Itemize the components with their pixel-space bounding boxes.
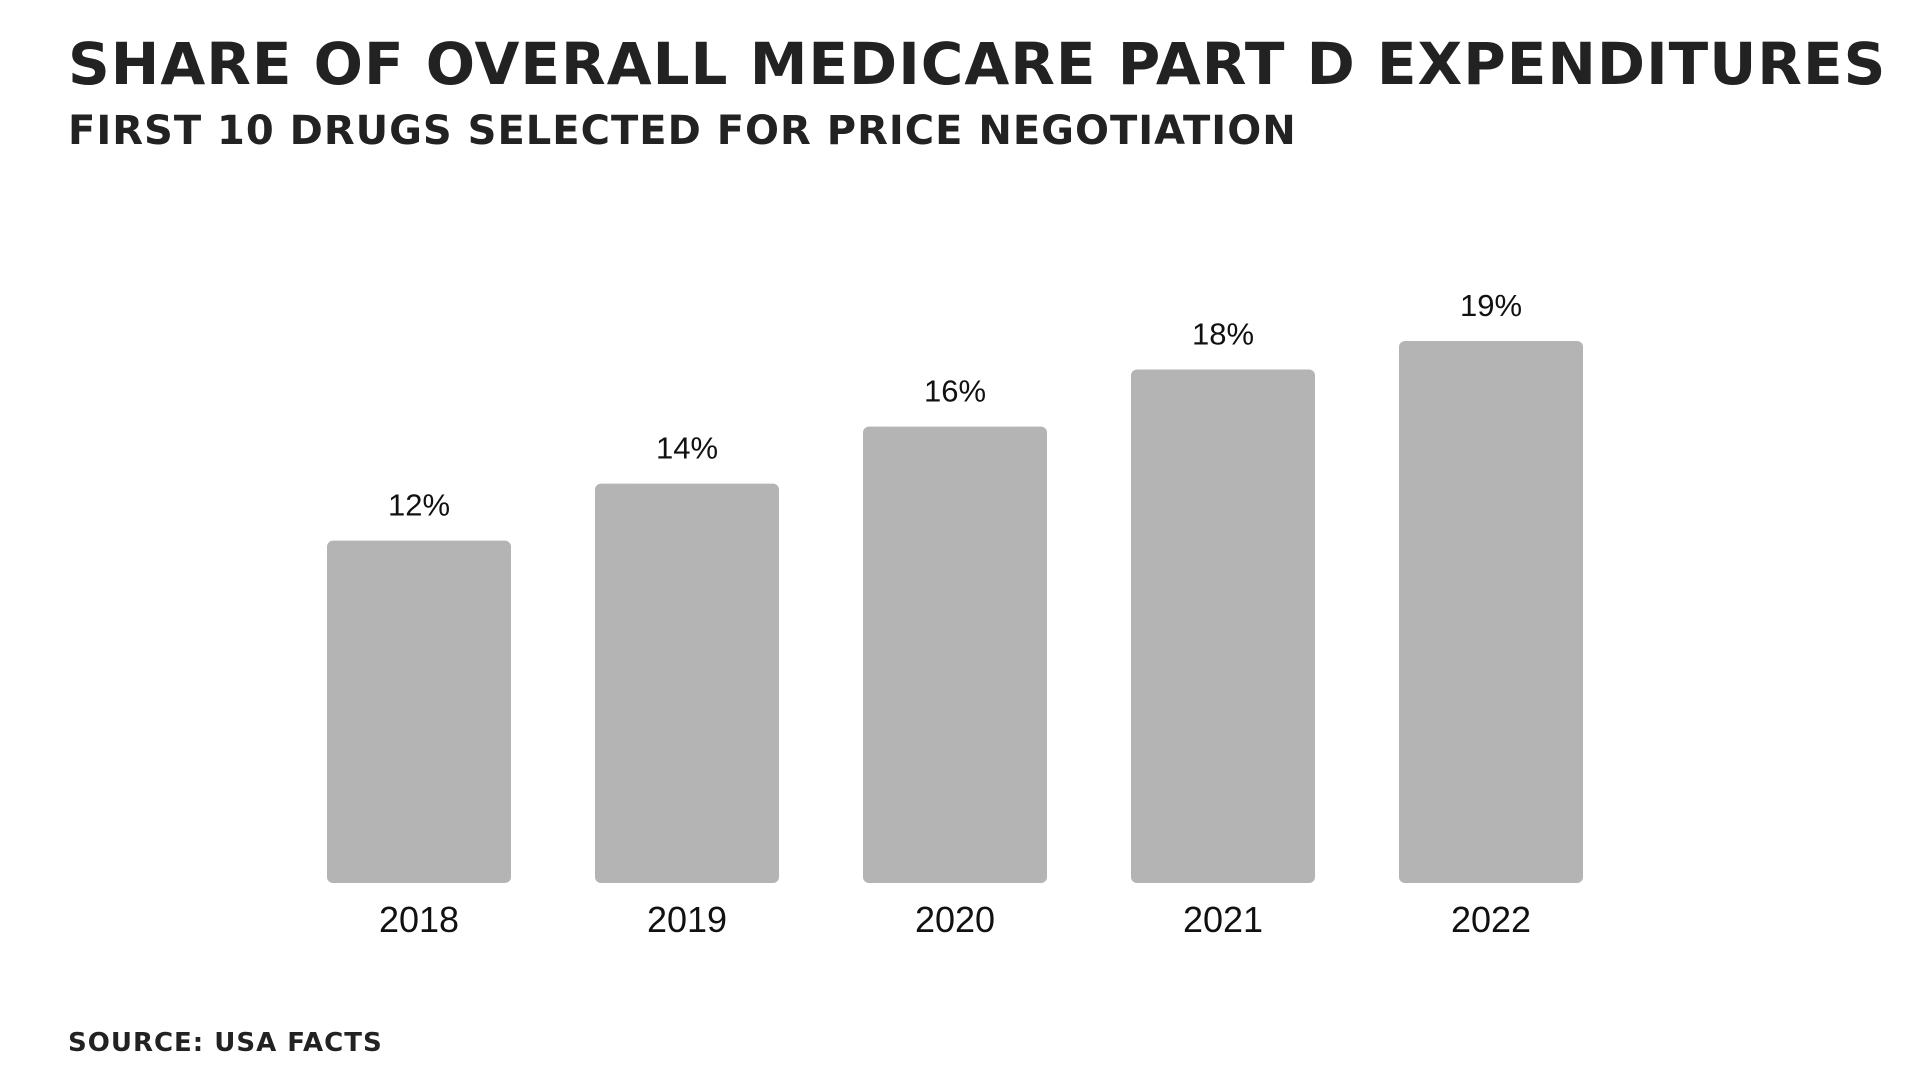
x-tick-label-2022: 2022 [1451, 899, 1531, 940]
data-label-2019: 14% [656, 431, 718, 466]
data-label-2018: 12% [388, 488, 450, 523]
chart-title: Share of Overall Medicare Part D Expendi… [68, 30, 1887, 98]
data-label-2022: 19% [1460, 288, 1522, 323]
chart-source: Source: USA Facts [68, 1028, 383, 1058]
x-tick-label-2018: 2018 [379, 899, 459, 940]
x-tick-label-2020: 2020 [915, 899, 995, 940]
x-tick-label-2019: 2019 [647, 899, 727, 940]
x-tick-label-2021: 2021 [1183, 899, 1263, 940]
bar-2020 [863, 426, 1047, 883]
bar-chart: 12% 2018 14% 2019 16% 2020 18% 2021 19% 2022 [327, 288, 1583, 940]
data-label-2020: 16% [924, 374, 986, 409]
bar-2021 [1131, 369, 1315, 883]
data-label-2021: 18% [1192, 317, 1254, 352]
chart-subtitle: First 10 Drugs Selected for Price Negoti… [68, 108, 1297, 154]
bar-2018 [327, 540, 511, 883]
bar-2022 [1399, 341, 1583, 883]
bar-2019 [595, 483, 779, 883]
